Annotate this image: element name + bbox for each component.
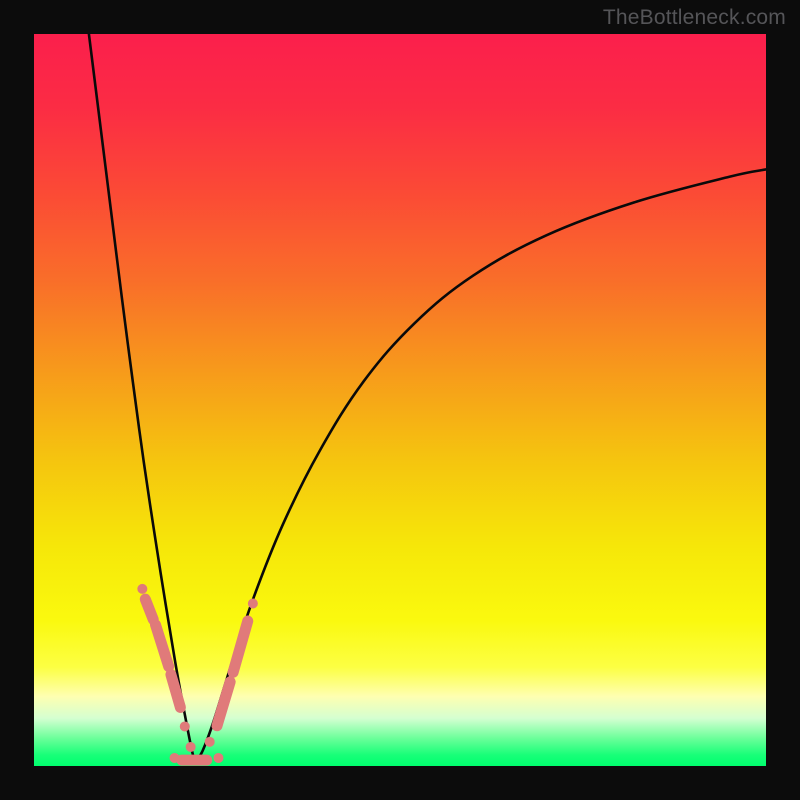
marker-dot	[180, 721, 190, 731]
bottleneck-chart-container: TheBottleneck.com	[0, 0, 800, 800]
marker-dot	[213, 753, 223, 763]
watermark-text: TheBottleneck.com	[603, 6, 786, 30]
marker-dot	[205, 737, 215, 747]
marker-pill	[145, 599, 153, 619]
bottleneck-chart-svg	[0, 0, 800, 800]
marker-dot	[137, 584, 147, 594]
marker-dot	[186, 742, 196, 752]
marker-dot	[248, 598, 258, 608]
marker-dot	[170, 753, 180, 763]
